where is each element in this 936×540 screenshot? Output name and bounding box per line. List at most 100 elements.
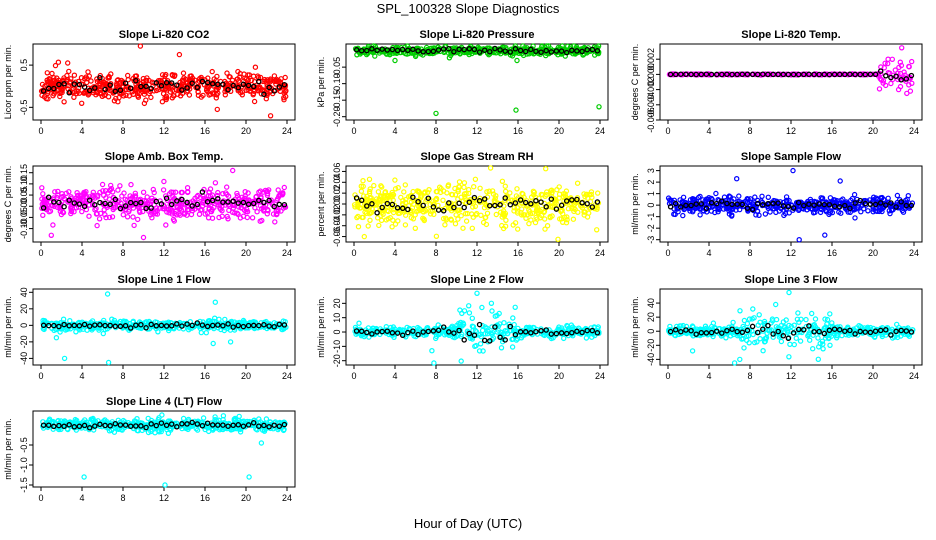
data-point (410, 325, 417, 332)
data-point (894, 334, 901, 341)
outlier-point (796, 236, 802, 243)
data-point (151, 80, 157, 86)
data-point (177, 212, 183, 218)
data-point (483, 221, 490, 228)
mean-point (538, 328, 544, 334)
data-point (360, 177, 366, 184)
data-point (811, 323, 817, 329)
x-tick-label: 24 (595, 371, 605, 381)
x-tick-label: 0 (351, 248, 356, 258)
mean-point (765, 322, 771, 329)
data-point (582, 193, 588, 200)
data-point (264, 192, 271, 199)
data-point (470, 327, 476, 334)
panel-title: Slope Sample Flow (741, 151, 842, 163)
data-point (254, 208, 260, 215)
x-tick-label: 12 (159, 248, 169, 258)
data-point (472, 176, 479, 182)
mean-point (394, 47, 401, 54)
data-point (255, 87, 261, 93)
outlier-point (48, 232, 55, 238)
mean-point (821, 330, 828, 337)
data-point (277, 191, 283, 198)
data-point (364, 50, 370, 56)
data-point (166, 191, 173, 197)
data-point (281, 184, 287, 191)
data-point (889, 56, 896, 63)
data-point (259, 217, 265, 224)
data-point (134, 89, 141, 95)
mean-point (487, 202, 493, 209)
mean-point (194, 320, 201, 326)
data-point (122, 196, 129, 202)
data-point (220, 190, 226, 197)
mean-point (97, 199, 103, 206)
mean-point (127, 199, 134, 206)
y-tick-label: 0.15 (19, 164, 29, 182)
x-tick-label: 16 (827, 248, 837, 258)
mean-point (842, 328, 848, 334)
data-point (478, 212, 484, 218)
data-point (680, 322, 686, 329)
data-point (209, 199, 216, 206)
data-point (730, 319, 736, 326)
data-point (750, 331, 756, 338)
data-point (452, 220, 459, 227)
data-point (746, 316, 753, 322)
data-point (688, 200, 694, 206)
data-point (565, 205, 572, 212)
data-point (458, 358, 464, 364)
mean-point (374, 210, 380, 216)
mean-point (867, 71, 874, 78)
mean-point (471, 194, 478, 201)
data-point (680, 194, 687, 200)
data-point (822, 335, 829, 341)
mean-point (384, 47, 391, 53)
mean-point (826, 327, 833, 334)
mean-point (775, 200, 781, 206)
data-point (165, 206, 171, 213)
y-tick-label: 0.5 (19, 59, 29, 72)
mean-point (806, 71, 812, 78)
mean-point (127, 85, 134, 91)
mean-point (122, 322, 129, 329)
data-point (731, 196, 737, 202)
mean-point (174, 321, 180, 327)
mean-point (456, 327, 462, 334)
mean-point (574, 196, 580, 203)
data-point (892, 67, 899, 73)
data-point (192, 195, 198, 201)
data-point (215, 189, 221, 196)
data-point (188, 211, 195, 218)
mean-point (215, 81, 221, 88)
data-point (130, 214, 136, 220)
y-tick-label: -0.5 (19, 437, 29, 453)
data-point (207, 186, 214, 192)
y-axis-label: degrees C per min. (3, 166, 13, 243)
data-point (245, 72, 251, 78)
data-point (736, 193, 742, 199)
mean-point (256, 322, 262, 329)
data-point (196, 211, 203, 217)
data-point (248, 77, 254, 84)
data-point (371, 182, 377, 189)
data-point (45, 96, 51, 102)
mean-point (389, 46, 396, 53)
data-point (421, 190, 428, 196)
data-point (844, 201, 851, 207)
data-point (512, 304, 518, 310)
x-tick-label: 16 (200, 248, 210, 258)
data-point (457, 307, 463, 313)
data-point (188, 73, 194, 79)
data-point (588, 189, 595, 195)
mean-point (204, 323, 211, 330)
mean-point (795, 326, 802, 333)
y-tick-label: 1 (646, 191, 656, 196)
mean-point (831, 71, 838, 78)
data-point (115, 187, 121, 193)
mean-point (97, 322, 103, 328)
data-point (484, 210, 491, 216)
y-tick-label: -3 (646, 236, 656, 244)
data-point (245, 190, 251, 196)
